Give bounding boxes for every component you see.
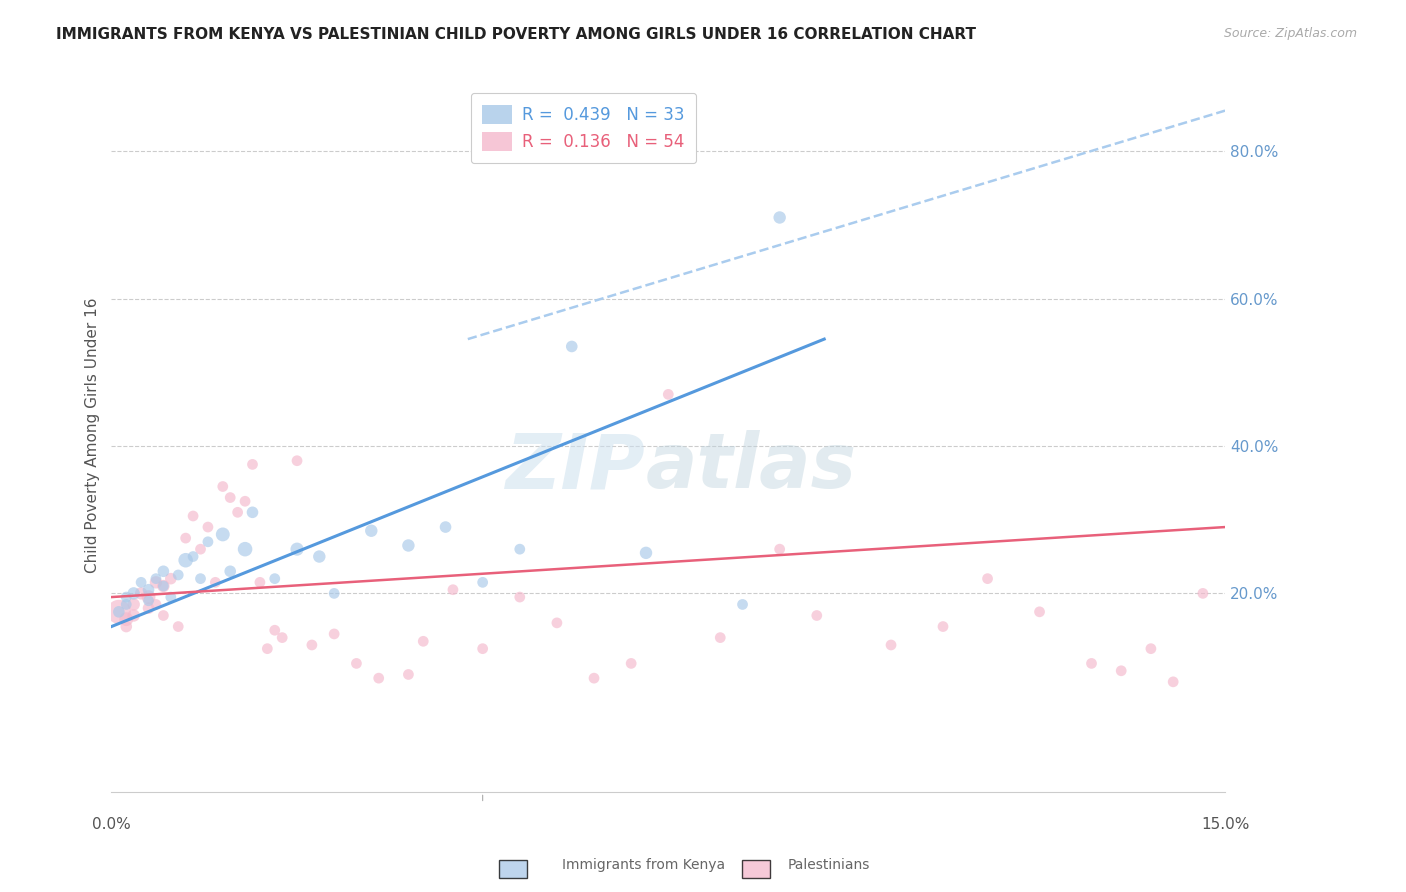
Point xyxy=(249,575,271,590)
Point xyxy=(509,542,531,557)
Point xyxy=(138,590,160,604)
Point xyxy=(620,657,643,671)
Text: Immigrants from Kenya: Immigrants from Kenya xyxy=(562,858,725,872)
Text: 0.0%: 0.0% xyxy=(91,817,131,832)
Text: atlas: atlas xyxy=(645,430,858,504)
Point xyxy=(323,627,346,641)
Point xyxy=(285,453,308,467)
Point xyxy=(145,572,167,586)
Point xyxy=(211,479,233,493)
Point xyxy=(396,539,419,553)
Point xyxy=(1161,674,1184,689)
Point xyxy=(167,568,190,582)
Point xyxy=(181,508,204,523)
Point xyxy=(152,579,174,593)
Point xyxy=(115,612,138,626)
Point xyxy=(226,505,249,519)
Point xyxy=(263,624,285,638)
Point xyxy=(167,619,190,633)
Point xyxy=(806,608,828,623)
Point xyxy=(769,211,792,225)
Point xyxy=(583,671,606,685)
Text: ZIP: ZIP xyxy=(506,430,645,504)
Point xyxy=(412,634,434,648)
Point xyxy=(1192,586,1215,600)
Point xyxy=(769,542,792,557)
Point xyxy=(1080,657,1102,671)
Point xyxy=(181,549,204,564)
Point xyxy=(145,598,167,612)
Point xyxy=(346,657,368,671)
Text: IMMIGRANTS FROM KENYA VS PALESTINIAN CHILD POVERTY AMONG GIRLS UNDER 16 CORRELAT: IMMIGRANTS FROM KENYA VS PALESTINIAN CHI… xyxy=(56,27,976,42)
Text: Palestinians: Palestinians xyxy=(787,858,870,872)
Point xyxy=(190,572,212,586)
Point xyxy=(441,582,464,597)
Point xyxy=(471,641,494,656)
Point xyxy=(204,575,226,590)
Legend: R =  0.439   N = 33, R =  0.136   N = 54: R = 0.439 N = 33, R = 0.136 N = 54 xyxy=(471,93,696,163)
Point xyxy=(242,458,264,472)
Point xyxy=(509,590,531,604)
Point xyxy=(233,542,256,557)
Point xyxy=(138,593,160,607)
Point xyxy=(301,638,323,652)
Point xyxy=(1028,605,1050,619)
Point xyxy=(152,564,174,578)
Point xyxy=(285,542,308,557)
Point xyxy=(561,339,583,353)
Point xyxy=(323,586,346,600)
Point xyxy=(657,387,679,401)
Point xyxy=(471,575,494,590)
Point xyxy=(197,520,219,534)
Point xyxy=(174,531,197,545)
Point xyxy=(152,579,174,593)
Point xyxy=(159,572,181,586)
Point xyxy=(122,608,145,623)
Point xyxy=(122,598,145,612)
Point xyxy=(233,494,256,508)
Point xyxy=(108,605,131,619)
Point xyxy=(396,667,419,681)
Point xyxy=(122,586,145,600)
Point xyxy=(219,564,242,578)
Point xyxy=(145,575,167,590)
Point xyxy=(308,549,330,564)
Point xyxy=(159,590,181,604)
Point xyxy=(219,491,242,505)
Point xyxy=(1140,641,1163,656)
Point xyxy=(880,638,903,652)
Point xyxy=(367,671,389,685)
Point xyxy=(138,601,160,615)
Point xyxy=(108,605,131,619)
Point xyxy=(976,572,998,586)
Point xyxy=(634,546,657,560)
Point xyxy=(115,619,138,633)
Point xyxy=(242,505,264,519)
Text: Source: ZipAtlas.com: Source: ZipAtlas.com xyxy=(1223,27,1357,40)
Point xyxy=(115,598,138,612)
Point xyxy=(360,524,382,538)
Point xyxy=(731,598,754,612)
Point xyxy=(174,553,197,567)
Point xyxy=(197,534,219,549)
Point xyxy=(256,641,278,656)
Point xyxy=(263,572,285,586)
Point xyxy=(138,582,160,597)
Y-axis label: Child Poverty Among Girls Under 16: Child Poverty Among Girls Under 16 xyxy=(86,297,100,573)
Point xyxy=(129,586,152,600)
Point xyxy=(152,608,174,623)
Point xyxy=(709,631,731,645)
Text: 15.0%: 15.0% xyxy=(1201,817,1250,832)
Point xyxy=(546,615,568,630)
Point xyxy=(190,542,212,557)
Point xyxy=(115,590,138,604)
Point xyxy=(271,631,294,645)
Point xyxy=(1109,664,1132,678)
Point xyxy=(932,619,955,633)
Point xyxy=(129,575,152,590)
Point xyxy=(434,520,457,534)
Point xyxy=(211,527,233,541)
